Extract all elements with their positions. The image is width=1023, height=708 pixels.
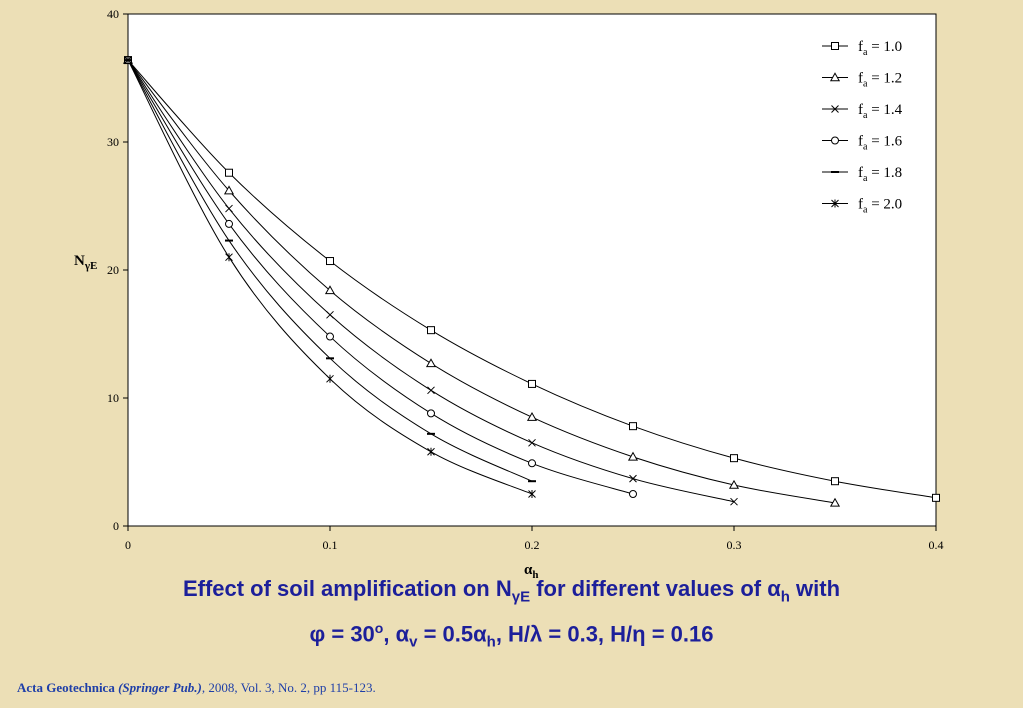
- citation-publisher: (Springer Pub.): [118, 680, 202, 695]
- legend-label: fa = 1.6: [858, 134, 903, 153]
- y-tick-label: 10: [107, 391, 119, 405]
- legend-item: fa = 1.0: [822, 39, 902, 58]
- x-axis-label-main: α: [524, 562, 533, 578]
- data-point: [225, 168, 233, 177]
- data-point: [427, 409, 435, 418]
- caption-sub: h: [780, 588, 790, 606]
- legend-item: fa = 1.4: [822, 102, 903, 121]
- legend-label: fa = 2.0: [858, 197, 902, 216]
- data-point: [225, 219, 233, 228]
- legend-item: fa = 1.6: [822, 134, 903, 153]
- y-tick-label: 30: [107, 135, 119, 149]
- citation: Acta Geotechnica (Springer Pub.), 2008, …: [17, 680, 376, 696]
- data-point: [427, 326, 435, 335]
- data-point: [324, 285, 336, 295]
- data-point: [326, 257, 334, 266]
- caption-text: , H/λ = 0.3, H/η = 0.16: [495, 621, 714, 647]
- data-point: [223, 185, 235, 195]
- data-point: [124, 56, 132, 65]
- caption-text: with: [789, 576, 841, 601]
- caption-text: Effect of soil amplification on N: [182, 576, 512, 601]
- legend-label: fa = 1.8: [858, 165, 902, 184]
- caption-text: φ = 30: [309, 621, 375, 647]
- series-line: [127, 59, 937, 499]
- legend-label: fa = 1.4: [858, 102, 903, 121]
- y-axis-label-main: N: [74, 253, 85, 269]
- data-point: [831, 477, 839, 486]
- legend-marker: [831, 136, 839, 145]
- legend-label: fa = 1.2: [858, 71, 902, 90]
- data-point: [629, 490, 637, 498]
- data-point: [627, 451, 639, 461]
- data-point: [730, 454, 738, 463]
- y-tick-label: 0: [113, 519, 119, 533]
- data-point: [427, 447, 435, 456]
- caption-text: , α: [383, 621, 410, 647]
- legend-marker: [831, 199, 839, 208]
- y-axis-label-sub: γE: [84, 260, 97, 272]
- y-tick-label: 40: [107, 7, 119, 21]
- data-point: [425, 358, 437, 368]
- data-point: [528, 459, 536, 468]
- caption-text: = 0.5α: [417, 621, 487, 647]
- caption-sub: v: [409, 633, 418, 651]
- series-line: [127, 59, 533, 495]
- legend: fa = 1.0 fa = 1.2 fa = 1.4 fa = 1.6 fa = 1.8…: [822, 39, 903, 216]
- x-tick-label: 0.4: [929, 538, 944, 552]
- legend-item: fa = 2.0: [822, 197, 902, 216]
- data-point: [730, 497, 738, 506]
- plot-area: [127, 13, 937, 527]
- citation-details: , 2008, Vol. 3, No. 2, pp 115-123.: [201, 680, 376, 695]
- data-point: [225, 204, 233, 213]
- legend-label: fa = 1.0: [858, 39, 902, 58]
- x-tick-label: 0: [125, 538, 131, 552]
- data-point: [427, 386, 435, 395]
- series-line: [127, 59, 533, 482]
- data-point: [326, 374, 334, 383]
- data-point: [528, 379, 536, 388]
- legend-marker: [831, 42, 839, 50]
- data-point: [728, 479, 740, 489]
- caption-sup: o: [374, 620, 384, 636]
- legend-marker: [831, 105, 839, 113]
- x-tick-label: 0.2: [525, 538, 540, 552]
- x-tick-label: 0.3: [727, 538, 742, 552]
- data-point: [528, 438, 536, 447]
- data-point: [528, 490, 536, 498]
- data-point: [829, 497, 841, 507]
- caption-line-1: Effect of soil amplification on NγE for …: [0, 576, 1023, 605]
- legend-item: fa = 1.2: [822, 71, 902, 90]
- caption-sub: h: [486, 633, 496, 651]
- data-point: [629, 422, 637, 431]
- legend-item: fa = 1.8: [822, 165, 902, 184]
- x-axis-label: αh: [524, 562, 539, 581]
- x-axis-label-sub: h: [532, 569, 538, 581]
- caption-text: for different values of α: [530, 576, 781, 601]
- legend-marker: [829, 72, 841, 82]
- y-tick-label: 20: [107, 263, 119, 277]
- data-point: [326, 310, 334, 319]
- data-point: [225, 253, 233, 262]
- x-tick-label: 0.1: [323, 538, 338, 552]
- caption-sub: γE: [511, 588, 531, 606]
- data-point: [629, 474, 637, 483]
- data-point: [932, 493, 940, 502]
- data-point: [526, 411, 538, 421]
- y-axis-label: NγE: [74, 253, 97, 272]
- citation-journal: Acta Geotechnica: [17, 680, 115, 695]
- data-point: [326, 332, 334, 341]
- caption-line-2: φ = 30o, αv = 0.5αh, H/λ = 0.3, H/η = 0.…: [0, 620, 1023, 651]
